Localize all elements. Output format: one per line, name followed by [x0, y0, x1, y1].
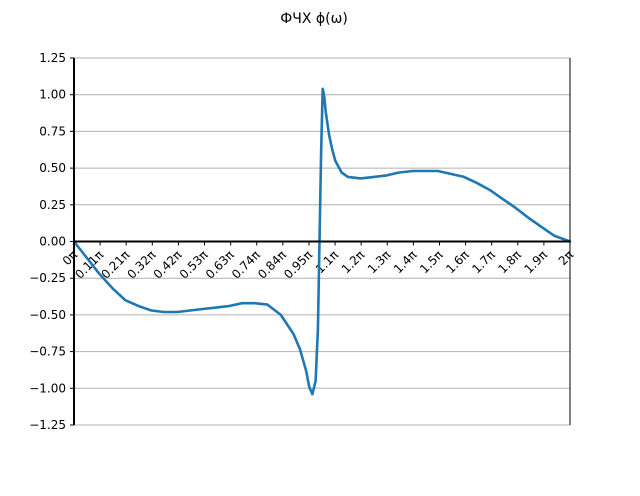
x-tick-label: 0.84π	[255, 248, 289, 282]
y-tick-label: −1.25	[29, 418, 66, 432]
x-tick-label: 0.42π	[151, 248, 185, 282]
x-tick-label: 1.6π	[443, 248, 472, 277]
y-tick-label: 0.25	[39, 198, 66, 212]
y-tick-label: 0.00	[39, 235, 66, 249]
x-tick-label: 1.8π	[495, 248, 524, 277]
x-tick-label: 0π	[60, 248, 80, 268]
y-tick-label: 0.50	[39, 161, 66, 175]
x-tick-label: 1.1π	[313, 248, 342, 277]
plot-area	[72, 87, 572, 396]
x-tick-label: 0.95π	[281, 248, 315, 282]
series-line	[72, 87, 572, 396]
y-tick-label: 0.75	[39, 124, 66, 138]
y-tick-label: 1.00	[39, 88, 66, 102]
x-tick-label: 0.53π	[177, 248, 211, 282]
y-tick-label: −1.00	[29, 381, 66, 395]
y-axis-ticks: 1.25 1.00 0.75 0.50 0.25 0.00 −0.25 −0.50 −0.75 −…	[29, 51, 74, 432]
x-tick-label: 1.2π	[339, 248, 368, 277]
y-tick-label: 1.25	[39, 51, 66, 65]
x-tick-label: 0.63π	[203, 248, 237, 282]
x-tick-label: 1.3π	[365, 248, 394, 277]
axes	[73, 58, 571, 425]
chart-title: ФЧХ ϕ(ω)	[280, 11, 348, 27]
x-tick-label: 2π	[556, 248, 576, 268]
x-tick-label: 0.32π	[125, 248, 159, 282]
y-tick-label: −0.50	[29, 308, 66, 322]
y-tick-label: −0.25	[29, 271, 66, 285]
x-tick-label: 1.9π	[522, 248, 551, 277]
x-tick-label: 1.4π	[391, 248, 420, 277]
y-tick-label: −0.75	[29, 345, 66, 359]
x-tick-label: 0.74π	[229, 248, 263, 282]
x-tick-label: 1.7π	[469, 248, 498, 277]
x-tick-label: 1.5π	[417, 248, 446, 277]
